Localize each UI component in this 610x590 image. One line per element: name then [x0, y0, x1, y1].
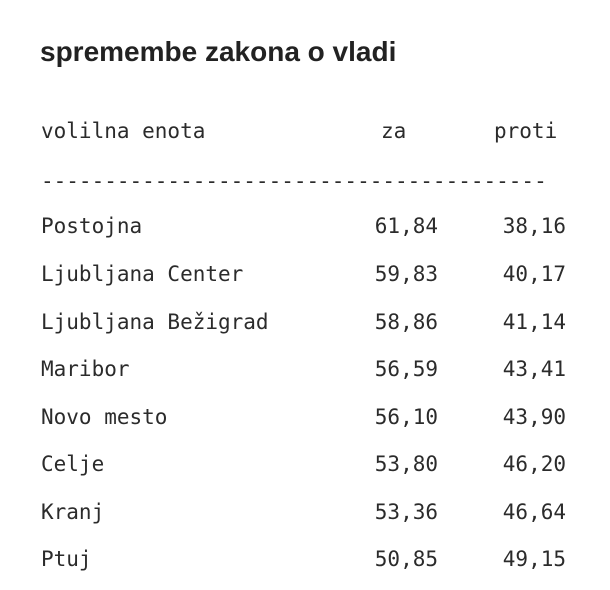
- row-proti: 43,41: [502, 357, 566, 381]
- row-za: 61,84: [374, 214, 438, 238]
- row-za: 53,80: [374, 452, 438, 476]
- row-unit: Celje: [41, 452, 105, 476]
- row-unit: Novo mesto: [41, 405, 168, 429]
- table-row: Kranj 53,36 46,64: [41, 497, 610, 527]
- table-row: Maribor 56,59 43,41: [41, 354, 610, 384]
- table-row: Celje 53,80 46,20: [41, 449, 610, 479]
- row-proti: 40,17: [502, 262, 566, 286]
- table-row: Ljubljana Center 59,83 40,17: [41, 259, 610, 289]
- table-row: Postojna 61,84 38,16: [41, 211, 610, 241]
- row-za: 59,83: [374, 262, 438, 286]
- header-unit: volilna enota: [41, 119, 206, 143]
- row-unit: Maribor: [41, 357, 130, 381]
- table-row: Novo mesto 56,10 43,90: [41, 402, 610, 432]
- table-row: Ljubljana Bežigrad 58,86 41,14: [41, 307, 610, 337]
- row-proti: 43,90: [502, 405, 566, 429]
- row-unit: Ljubljana Center: [41, 262, 244, 286]
- header-za: za: [381, 119, 407, 143]
- table-header-row: volilna enota za proti: [41, 116, 610, 146]
- row-za: 53,36: [374, 500, 438, 524]
- row-unit: Ptuj: [41, 547, 92, 571]
- row-za: 58,86: [374, 310, 438, 334]
- row-unit: Postojna: [41, 214, 143, 238]
- table-row: Ptuj 50,85 49,15: [41, 544, 610, 574]
- row-proti: 38,16: [502, 214, 566, 238]
- row-za: 56,59: [374, 357, 438, 381]
- page-title: spremembe zakona o vladi: [40, 36, 397, 67]
- row-proti: 41,14: [502, 310, 566, 334]
- row-unit: Kranj: [41, 500, 105, 524]
- header-proti: proti: [494, 119, 558, 143]
- row-proti: 49,15: [502, 547, 566, 571]
- table-divider: ----------------------------------------: [41, 169, 547, 193]
- row-unit: Ljubljana Bežigrad: [41, 310, 269, 334]
- row-proti: 46,20: [502, 452, 566, 476]
- row-za: 50,85: [374, 547, 438, 571]
- row-proti: 46,64: [502, 500, 566, 524]
- row-za: 56,10: [374, 405, 438, 429]
